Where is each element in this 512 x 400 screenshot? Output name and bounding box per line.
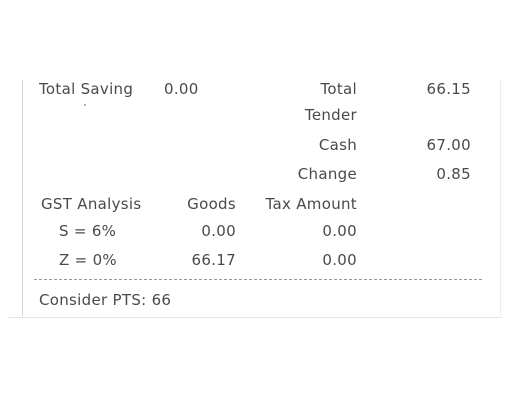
total-value: 66.15 [426, 80, 471, 98]
gst-row-code: Z = 0% [59, 251, 117, 269]
gst-row-tax: 0.00 [322, 251, 357, 269]
total-saving-label: Total Saving [39, 80, 134, 98]
cash-label: Cash [318, 136, 357, 154]
gst-row-code: S = 6% [59, 222, 117, 240]
gst-heading: GST Analysis [41, 195, 142, 213]
gst-goods-header: Goods [187, 195, 236, 213]
gst-row-tax: 0.00 [322, 222, 357, 240]
gst-row-goods: 66.17 [191, 251, 236, 269]
total-saving-value: 0.00 [164, 80, 199, 98]
change-value: 0.85 [436, 165, 471, 183]
consider-pts: Consider PTS: 66 [39, 291, 172, 309]
print-speck [84, 104, 86, 106]
paper-right-edge [500, 80, 501, 316]
change-label: Change [297, 165, 357, 183]
dashed-divider [34, 279, 482, 280]
paper-left-edge [22, 80, 23, 316]
paper-bottom-edge [8, 317, 502, 318]
cash-value: 67.00 [426, 136, 471, 154]
gst-row-goods: 0.00 [201, 222, 236, 240]
gst-tax-header: Tax Amount [265, 195, 357, 213]
total-label-line2: Tender [304, 106, 357, 124]
total-label-line1: Total [320, 80, 357, 98]
